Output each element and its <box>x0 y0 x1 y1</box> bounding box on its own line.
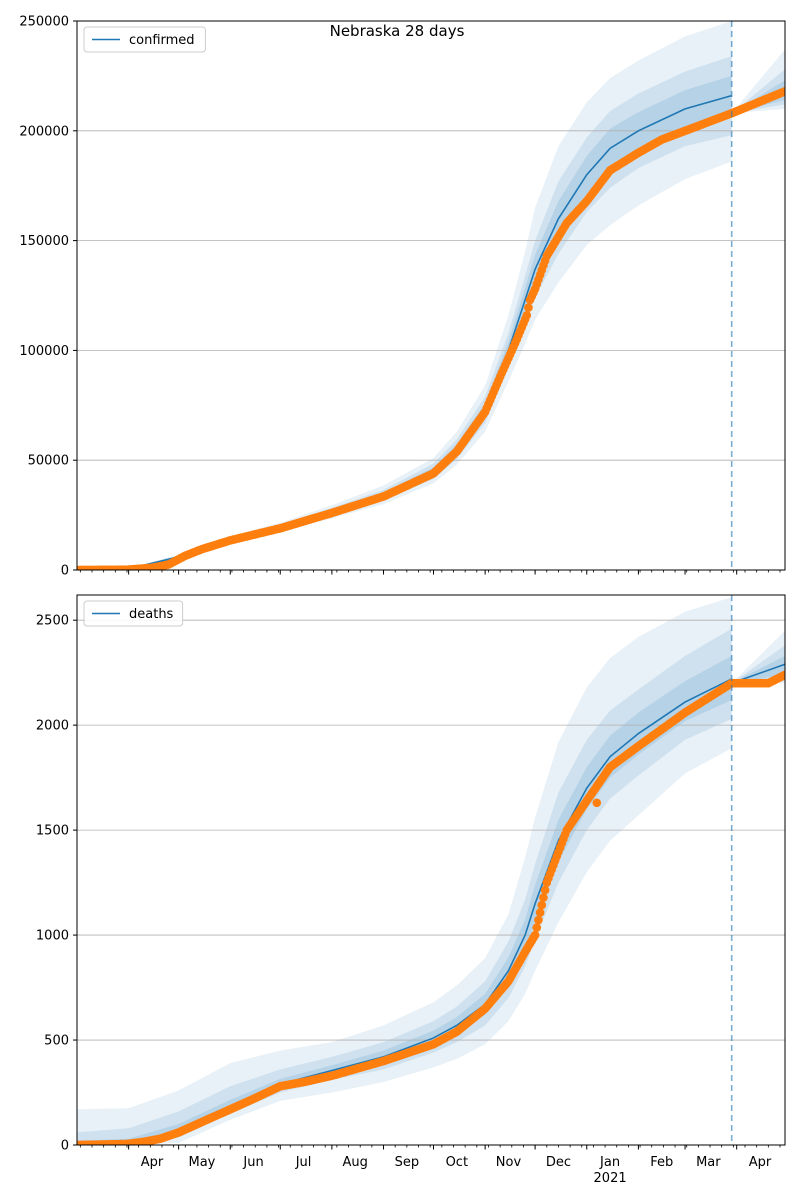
x-tick-label: Mar <box>696 1155 721 1170</box>
forecast-band-inner <box>731 655 785 684</box>
y-tick-label: 200000 <box>19 124 69 139</box>
x-tick-label: May <box>188 1155 215 1170</box>
x-tick-label: Jun <box>242 1155 263 1170</box>
y-tick-label: 500 <box>44 1034 69 1049</box>
confidence-band-outer <box>77 21 732 570</box>
confirmed-chart-panel: 0 50000 100000 150000 200000 250000 confirmed… <box>19 15 786 579</box>
y-axis-ticks: 0 50000 100000 150000 200000 250000 <box>19 15 77 579</box>
axes-frame <box>76 20 786 571</box>
legend: confirmed <box>83 26 206 53</box>
figure-title: Nebraska 28 days <box>330 22 465 40</box>
x-tick-label: Feb <box>650 1155 673 1170</box>
observed-point <box>540 885 550 895</box>
y-tick-label: 2500 <box>36 614 69 629</box>
observed-point <box>592 798 602 808</box>
deaths-chart-panel: 0 500 1000 1500 2000 2500 Apr May Jun Jul Aug Sep O… <box>36 594 786 1186</box>
y-tick-label: 1000 <box>36 929 69 944</box>
confidence-band-inner <box>77 75 732 570</box>
confidence-band-middle <box>77 628 732 1145</box>
y-tick-label: 50000 <box>28 454 69 469</box>
observed-point <box>522 310 532 320</box>
observed-point <box>780 86 785 96</box>
legend-box <box>83 26 206 53</box>
observed-point <box>537 900 547 910</box>
y-axis-ticks: 0 500 1000 1500 2000 2500 <box>36 614 77 1154</box>
y-tick-label: 100000 <box>19 344 69 359</box>
x-axis-ticks <box>79 570 781 575</box>
observed-points <box>77 86 785 570</box>
legend-label: confirmed <box>129 33 195 48</box>
x-tick-label: Aug <box>343 1155 368 1170</box>
x-year-label: 2021 <box>594 1171 627 1186</box>
x-tick-label: Nov <box>496 1155 522 1170</box>
observed-point <box>532 923 542 932</box>
forecast-band-middle <box>731 69 785 114</box>
observed-point <box>539 893 548 902</box>
confidence-band-inner <box>77 655 732 1145</box>
observed-points <box>77 670 785 1145</box>
y-tick-label: 2000 <box>36 719 69 734</box>
axes-frame <box>76 594 786 1146</box>
x-tick-label: Dec <box>546 1155 571 1170</box>
y-tick-label: 250000 <box>19 15 69 30</box>
x-tick-label: Jul <box>295 1155 312 1170</box>
observed-point <box>780 670 785 680</box>
x-tick-label: Jan <box>599 1155 620 1170</box>
x-axis-ticks: Apr May Jun Jul Aug Sep Oct Nov Dec Jan Feb Mar Apr 2… <box>79 1145 781 1186</box>
confidence-band-middle <box>77 56 732 570</box>
x-tick-label: Apr <box>141 1155 164 1170</box>
y-tick-label: 0 <box>61 564 69 579</box>
x-tick-label: Sep <box>395 1155 420 1170</box>
y-tick-label: 0 <box>61 1139 69 1154</box>
legend-label: deaths <box>129 607 174 622</box>
plot-border <box>76 594 786 1146</box>
observed-point <box>524 303 533 312</box>
y-tick-label: 150000 <box>19 234 69 249</box>
observed-point <box>530 930 540 940</box>
forecast-band-middle <box>731 645 785 684</box>
x-tick-label: Apr <box>749 1155 772 1170</box>
confidence-band-outer <box>77 597 732 1145</box>
plot-border <box>76 20 786 571</box>
observed-point <box>535 908 545 917</box>
legend-box <box>83 600 184 627</box>
forecast-band-outer <box>731 630 785 684</box>
y-tick-label: 1500 <box>36 824 69 839</box>
observed-point <box>534 915 543 925</box>
confidence-bands <box>77 597 785 1145</box>
x-tick-label: Oct <box>446 1155 468 1170</box>
legend: deaths <box>83 600 184 627</box>
